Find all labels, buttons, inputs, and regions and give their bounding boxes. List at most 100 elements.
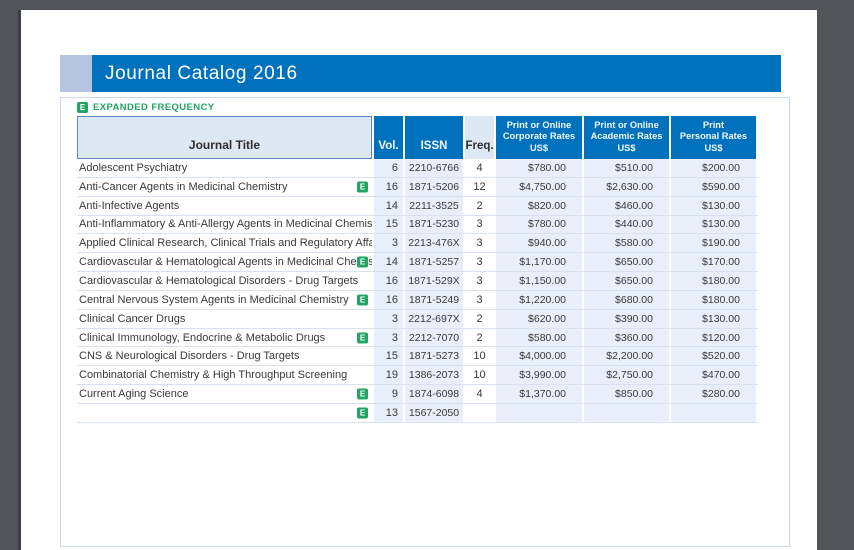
corporate-cell: $780.00 [496, 215, 582, 234]
freq-cell: 10 [473, 369, 486, 382]
journal-title-cell: Central Nervous System Agents in Medicin… [77, 291, 372, 309]
academic-cell: $390.00 [584, 309, 669, 328]
corporate-cell [496, 403, 582, 422]
freq-cell: 12 [473, 180, 486, 193]
issn-cell: 1871-529X [405, 272, 463, 290]
vol-cell: 3 [374, 234, 403, 253]
corporate-cell: $1,150.00 [496, 272, 582, 290]
journal-title-text: Adolescent Psychiatry [79, 161, 188, 174]
journal-title-cell: Clinical Immunology, Endocrine & Metabol… [77, 329, 372, 347]
table-row: Anti-Infective Agents 14 2211-3525 2 $820.00… [77, 196, 758, 216]
table-row: Cardiovascular & Hematological Disorders… [77, 272, 758, 291]
issn-cell: 2212-697X [405, 309, 463, 328]
table-body: Adolescent Psychiatry 6 2210-6766 4 $780.00 $… [77, 159, 758, 423]
corporate-header-line1: Print or Online [506, 119, 572, 130]
corporate-cell: $3,990.00 [496, 366, 582, 385]
table-row: Clinical Cancer Drugs 3 2212-697X 2 $620.00 $… [77, 309, 758, 329]
corporate-cell: $820.00 [496, 196, 582, 215]
personal-cell: $180.00 [671, 290, 756, 309]
table-row: Applied Clinical Research, Clinical Tria… [77, 234, 758, 254]
column-header-issn: ISSN [405, 116, 463, 159]
table-row: Central Nervous System Agents in Medicin… [77, 290, 758, 310]
vol-cell: 14 [374, 196, 403, 215]
issn-cell: 1874-6098 [405, 385, 463, 403]
issn-cell: 2211-3525 [405, 196, 463, 215]
journal-title-cell: Anti-Inflammatory & Anti-Allergy Agents … [77, 216, 372, 234]
vol-cell: 14 [374, 253, 403, 272]
document-page: Journal Catalog 2016 E EXPANDED FREQUENC… [21, 10, 817, 550]
journal-title-text: Cardiovascular & Hematological Disorders… [79, 274, 359, 287]
journal-title-text: Central Nervous System Agents in Medicin… [79, 293, 349, 306]
corporate-cell: $4,750.00 [496, 177, 582, 196]
table-row: E 13 1567-2050 [77, 403, 758, 423]
vol-cell: 19 [374, 366, 403, 385]
journal-title-cell: Cardiovascular & Hematological Agents in… [77, 253, 372, 271]
academic-cell: $2,750.00 [584, 366, 669, 385]
personal-cell: $190.00 [671, 234, 756, 253]
table-row: Anti-Cancer Agents in Medicinal Chemistr… [77, 177, 758, 197]
journal-title-text: Cardiovascular & Hematological Agents in… [79, 256, 372, 269]
freq-cell: 3 [476, 293, 483, 306]
expanded-frequency-badge-icon: E [357, 256, 368, 268]
journal-title-cell: Applied Clinical Research, Clinical Tria… [77, 234, 372, 252]
freq-cell: 2 [476, 312, 483, 325]
freq-cell: 3 [476, 218, 483, 231]
table-row: CNS & Neurological Disorders - Drug Targ… [77, 347, 758, 367]
freq-cell [465, 404, 494, 422]
issn-cell: 2213-476X [405, 234, 463, 253]
journal-title-cell: Anti-Cancer Agents in Medicinal Chemistr… [77, 178, 372, 196]
expanded-frequency-badge-icon: E [357, 407, 368, 419]
catalog-content-box: E EXPANDED FREQUENCY Journal Title Vol. … [60, 97, 790, 547]
expanded-frequency-badge-icon: E [357, 332, 368, 344]
table-row: Clinical Immunology, Endocrine & Metabol… [77, 328, 758, 348]
corporate-cell: $580.00 [496, 328, 582, 347]
corporate-cell: $620.00 [496, 309, 582, 328]
vol-cell: 13 [374, 403, 403, 422]
freq-cell: 3 [476, 237, 483, 250]
academic-cell: $460.00 [584, 196, 669, 215]
column-header-journal-title: Journal Title [77, 116, 372, 159]
journal-title-text: Clinical Cancer Drugs [79, 312, 186, 325]
corporate-cell: $780.00 [496, 159, 582, 177]
journal-title-text: Current Aging Science [79, 388, 189, 401]
column-header-corporate-rates: Print or Online Corporate Rates US$ [496, 116, 582, 159]
column-header-vol: Vol. [374, 116, 403, 159]
issn-cell: 1386-2073 [405, 366, 463, 385]
expanded-frequency-badge-icon: E [77, 102, 88, 113]
freq-cell: 2 [476, 199, 483, 212]
journal-title-cell: Cardiovascular & Hematological Disorders… [77, 272, 372, 290]
column-header-freq: Freq. [465, 116, 494, 159]
vol-cell: 16 [374, 272, 403, 290]
issn-cell: 1871-5257 [405, 253, 463, 272]
academic-cell: $650.00 [584, 272, 669, 290]
journal-title-text: Applied Clinical Research, Clinical Tria… [79, 237, 372, 250]
legend-label: EXPANDED FREQUENCY [93, 102, 215, 113]
page-title: Journal Catalog 2016 [105, 62, 298, 84]
issn-cell: 1871-5273 [405, 347, 463, 366]
corporate-cell: $1,370.00 [496, 385, 582, 403]
table-row: Combinatorial Chemistry & High Throughpu… [77, 366, 758, 386]
vol-cell: 3 [374, 328, 403, 347]
title-accent-square [60, 55, 92, 92]
vol-cell: 9 [374, 385, 403, 403]
personal-cell [671, 403, 756, 422]
journal-title-cell: Current Aging Science E [77, 385, 372, 403]
table-row: Current Aging Science E 9 1874-6098 4 $1,370.… [77, 385, 758, 404]
personal-cell: $130.00 [671, 309, 756, 328]
academic-header-line1: Print or Online [594, 119, 659, 130]
personal-cell: $470.00 [671, 366, 756, 385]
academic-cell: $360.00 [584, 328, 669, 347]
academic-cell: $680.00 [584, 290, 669, 309]
table-row: Cardiovascular & Hematological Agents in… [77, 253, 758, 273]
freq-cell: 4 [476, 388, 483, 401]
personal-header-line2: Personal Rates US$ [679, 131, 748, 153]
pdf-viewer-background: { "viewer": { "background_color": "#5154… [21, 10, 817, 550]
vol-cell: 16 [374, 290, 403, 309]
academic-cell: $850.00 [584, 385, 669, 403]
academic-cell [584, 403, 669, 422]
freq-cell: 4 [476, 161, 483, 174]
journal-title-cell: Anti-Infective Agents [77, 197, 372, 215]
column-header-personal-rates: Print Personal Rates US$ [671, 116, 756, 159]
personal-cell: $130.00 [671, 196, 756, 215]
issn-cell: 1871-5249 [405, 290, 463, 309]
